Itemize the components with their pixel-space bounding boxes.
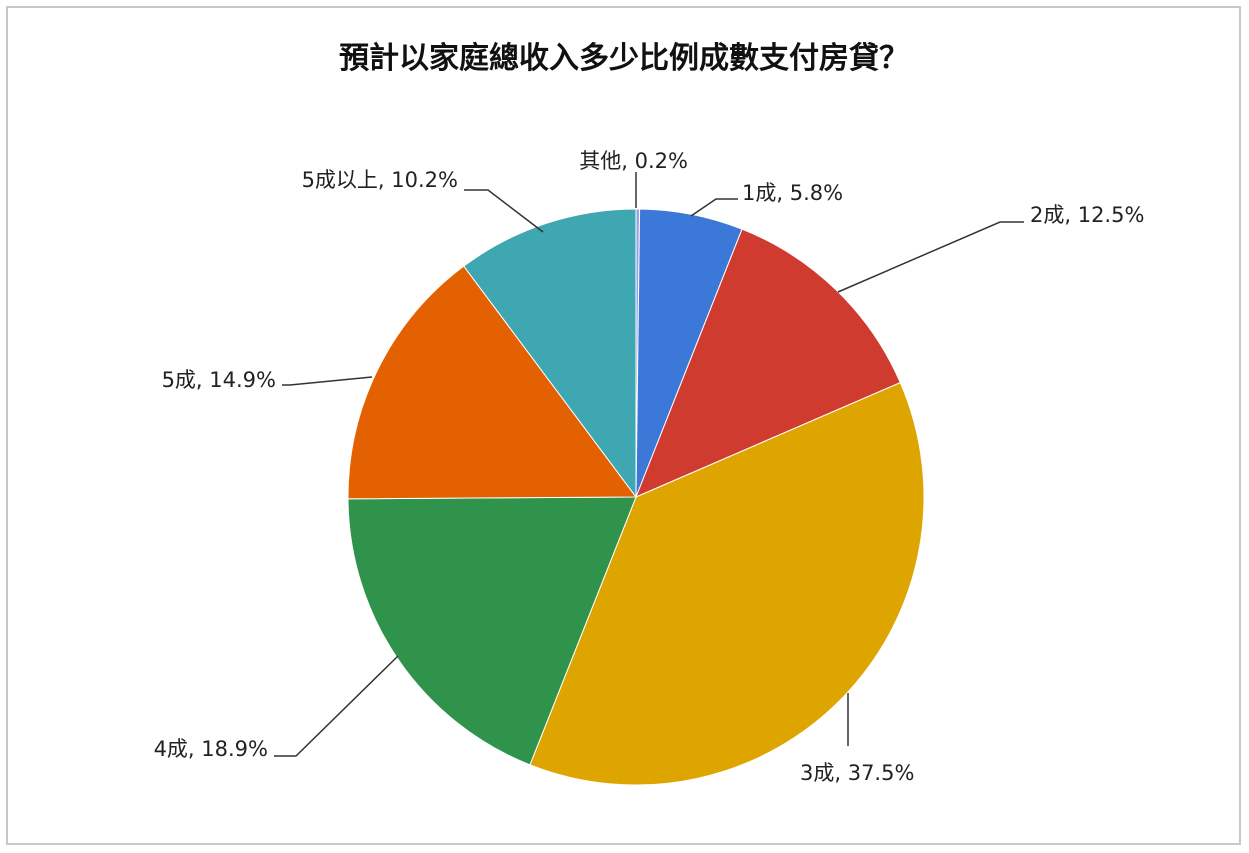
leader-line-7 [464,189,544,233]
data-label-7: 5成以上, 10.2% [302,168,458,192]
pie-slice-7 [463,208,637,499]
leader-line-3 [837,221,1024,293]
leader-line-5 [274,655,399,757]
data-label-2: 1成, 5.8% [742,181,843,205]
leader-lines [274,172,1024,757]
leader-line-2 [690,198,738,217]
data-label-6: 5成, 14.9% [162,368,276,392]
data-label-4: 3成, 37.5% [800,761,914,785]
pie-slice-4 [529,381,925,786]
data-label-1: 其他, 0.2% [579,149,688,173]
chart-title: 預計以家庭總收入多少比例成數支付房貸？ [339,41,909,76]
data-labels: 其他, 0.2% 1成, 5.8% 2成, 12.5% 3成, 37.5% 4成, 18… [154,149,1145,785]
leader-line-6 [282,376,373,386]
pie-slices [347,208,925,786]
pie-slice-6 [347,265,637,500]
data-label-5: 4成, 18.9% [154,737,268,761]
pie-slice-3 [635,228,901,498]
pie-slice-5 [347,496,637,766]
data-label-3: 2成, 12.5% [1030,203,1144,227]
